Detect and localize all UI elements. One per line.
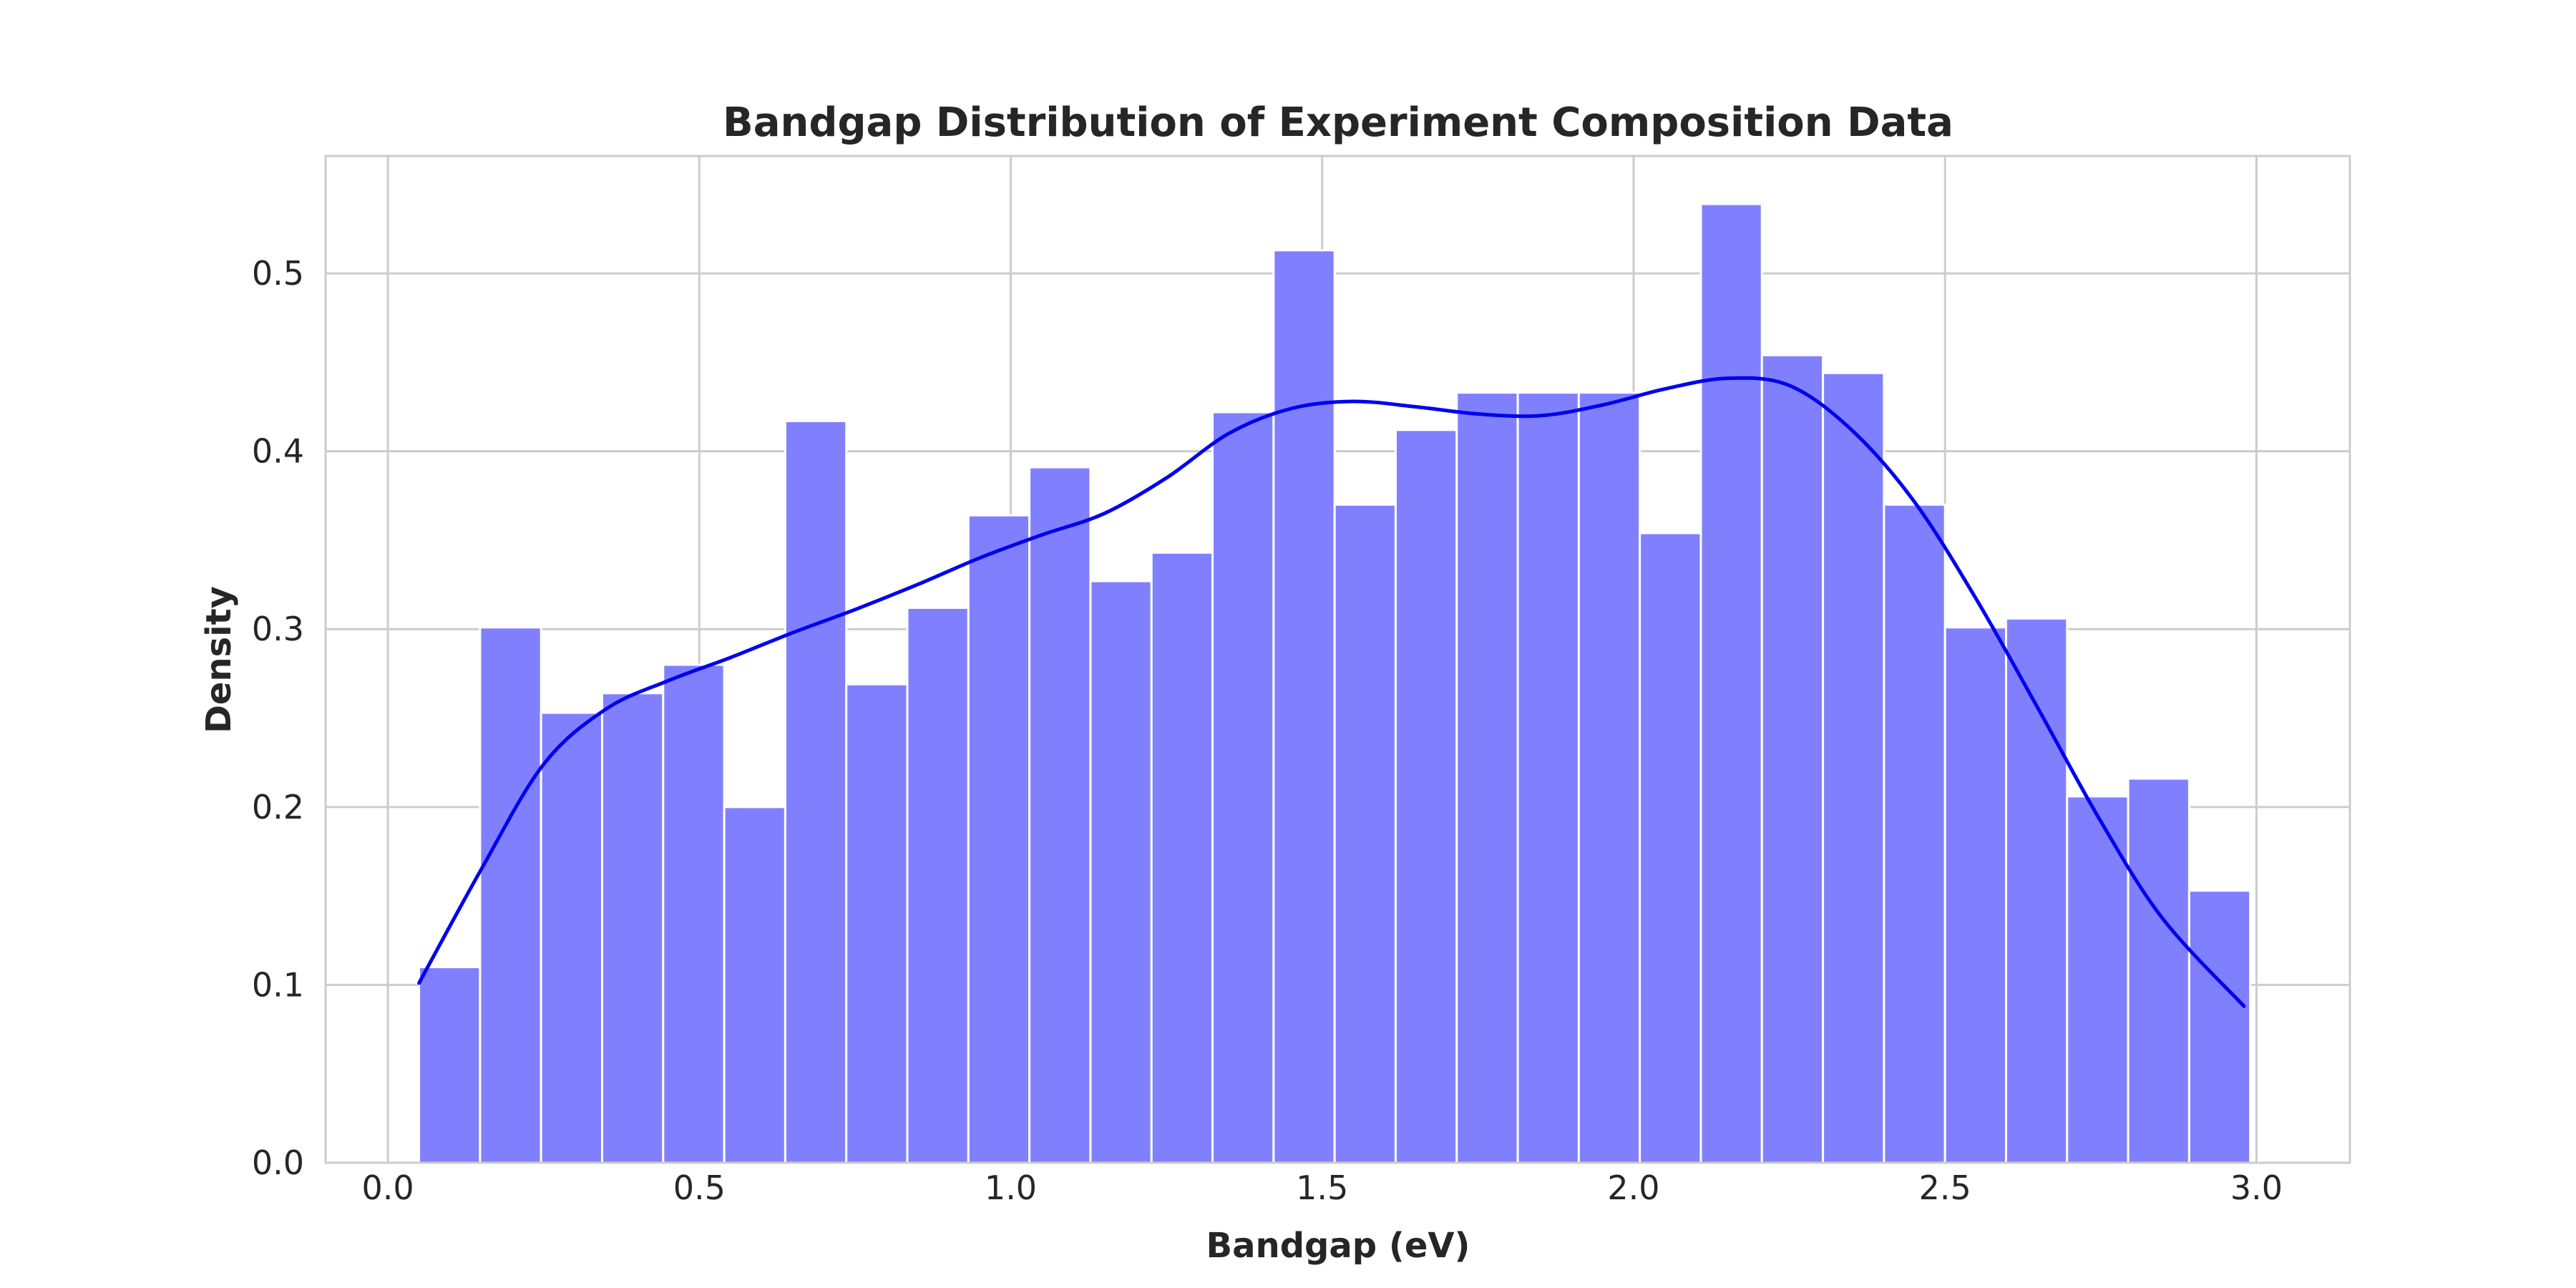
histogram-bar <box>784 419 848 1164</box>
histogram-bar <box>723 806 786 1164</box>
x-tick-label: 1.0 <box>985 1169 1037 1207</box>
y-tick-label: 0.0 <box>252 1143 304 1182</box>
histogram-bar <box>1943 626 2008 1164</box>
y-axis-label: Density <box>199 586 239 733</box>
histogram-bar <box>1089 580 1153 1164</box>
histogram-bar <box>1516 391 1580 1164</box>
histogram-bar <box>1577 391 1641 1164</box>
histogram-bar <box>600 692 665 1164</box>
histogram-bar <box>2127 777 2190 1164</box>
histogram-bars <box>418 203 2252 1164</box>
kde-curve-layer <box>417 376 2246 1008</box>
histogram-bar <box>1028 466 1092 1164</box>
y-tick-label: 0.3 <box>252 610 304 648</box>
histogram-bar <box>1639 532 1702 1164</box>
kde-curve <box>417 376 2246 1008</box>
histogram-bar <box>1822 371 1885 1164</box>
histogram-bar <box>906 606 970 1164</box>
histogram-bar <box>1272 249 1336 1164</box>
histogram-bar <box>1760 353 1825 1164</box>
histogram-bar <box>1394 429 1458 1164</box>
x-axis-label: Bandgap (eV) <box>1206 1226 1470 1266</box>
y-tick-label: 0.1 <box>252 965 304 1004</box>
x-tick-label: 2.0 <box>1607 1169 1659 1207</box>
chart-title: Bandgap Distribution of Experiment Compo… <box>723 99 1953 146</box>
histogram-bar <box>540 711 603 1164</box>
histogram-bar <box>2187 889 2252 1164</box>
x-tick-label: 2.5 <box>1919 1169 1971 1207</box>
x-tick-label: 0.5 <box>673 1169 726 1207</box>
histogram-bar <box>1333 503 1397 1164</box>
histogram-bar <box>2005 617 2069 1164</box>
y-tick-label: 0.4 <box>252 432 304 471</box>
histogram-bar <box>845 683 909 1164</box>
histogram-bar <box>1211 411 1275 1164</box>
histogram-bar <box>1883 503 1946 1164</box>
histogram-bar <box>967 514 1031 1164</box>
x-tick-label: 0.0 <box>361 1169 414 1207</box>
x-tick-label: 1.5 <box>1296 1169 1348 1207</box>
x-tick-label: 3.0 <box>2230 1169 2283 1207</box>
y-tick-label: 0.2 <box>252 788 304 826</box>
plot-frame <box>324 155 2351 1164</box>
histogram-bar <box>1699 203 1763 1164</box>
histogram-bar <box>1150 551 1214 1164</box>
histogram-bar <box>418 966 482 1164</box>
histogram-bar <box>479 626 542 1164</box>
x-axis-ticks: 0.0 0.5 1.0 1.5 2.0 2.5 3.0 <box>361 1169 2283 1207</box>
y-axis-ticks: 0.0 0.1 0.2 0.3 0.4 0.5 <box>252 254 304 1182</box>
y-tick-label: 0.5 <box>252 254 304 293</box>
histogram-bar <box>1455 391 1519 1164</box>
histogram-bar <box>662 663 726 1164</box>
